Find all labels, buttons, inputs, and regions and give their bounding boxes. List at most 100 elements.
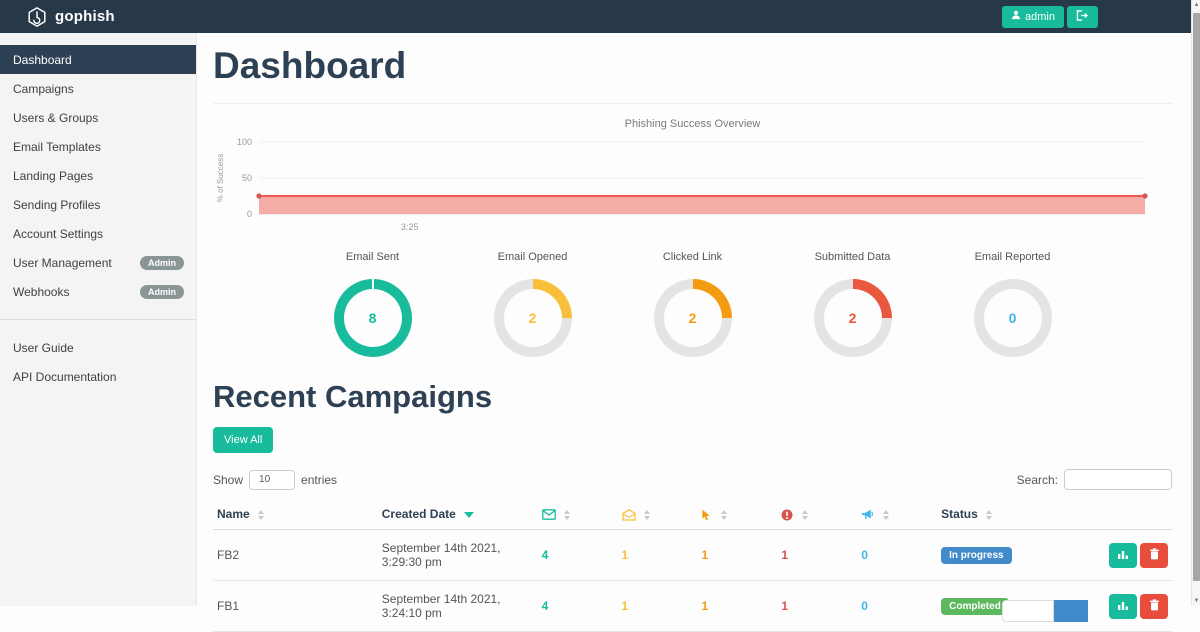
scrollbar-thumb[interactable] <box>1193 13 1200 581</box>
envelope-open-icon <box>621 508 636 521</box>
admin-badge: Admin <box>140 255 184 270</box>
phishing-success-chart: Phishing Success Overview 0 50 100 % of Suc… <box>213 118 1172 243</box>
sort-icon <box>563 509 570 520</box>
scrollbar-down-arrow[interactable]: ▼ <box>1193 598 1200 604</box>
recent-campaigns-title: Recent Campaigns <box>213 379 493 414</box>
svg-text:50: 50 <box>242 173 252 183</box>
column-header-created-date[interactable]: Created Date <box>377 500 538 530</box>
table-controls: Show 10 entries Search: <box>213 469 1172 490</box>
reported-count: 0 <box>857 529 938 581</box>
opened-count: 1 <box>617 529 698 581</box>
gophish-logo-icon <box>26 6 48 28</box>
brand[interactable]: gophish <box>26 6 115 28</box>
campaign-stats-button[interactable] <box>1109 542 1137 568</box>
campaign-created-date: September 14th 2021, 3:29:30 pm <box>377 529 538 581</box>
stat-submitted-data: Submitted Data 2 <box>773 251 933 357</box>
page-title: Dashboard <box>213 45 1172 104</box>
stat-email-opened: Email Opened 2 <box>453 251 613 357</box>
top-navbar: gophish admin <box>0 0 1200 33</box>
sidebar-item-label: User Management <box>13 255 112 270</box>
column-label: Name <box>217 507 250 521</box>
page-length-control: Show 10 entries <box>213 469 338 490</box>
stat-label: Email Opened <box>497 251 568 263</box>
opened-count: 1 <box>617 580 698 632</box>
page-size-select[interactable]: 10 <box>249 469 296 490</box>
delete-campaign-button[interactable] <box>1140 542 1168 568</box>
stat-value: 8 <box>368 310 377 326</box>
sidebar-item-label: Dashboard <box>13 52 72 67</box>
sent-count: 4 <box>537 529 618 581</box>
reported-count: 0 <box>857 580 938 632</box>
svg-text:0: 0 <box>247 209 252 219</box>
email-opened-donut: 2 <box>493 279 572 357</box>
sidebar-item-landing-pages[interactable]: Landing Pages <box>0 161 196 190</box>
stat-value: 2 <box>528 310 537 326</box>
column-header-reported[interactable] <box>857 500 938 530</box>
sidebar-item-user-guide[interactable]: User Guide <box>0 333 196 362</box>
envelope-icon <box>541 509 556 521</box>
bar-chart-icon <box>1117 599 1129 614</box>
navbar-actions: admin <box>1002 5 1098 28</box>
megaphone-icon <box>861 509 874 520</box>
sidebar-item-campaigns[interactable]: Campaigns <box>0 74 196 103</box>
status-badge: In progress <box>941 546 1012 564</box>
show-label: Show <box>213 472 244 487</box>
logout-button[interactable] <box>1067 5 1098 28</box>
sign-out-icon <box>1076 9 1089 24</box>
svg-text:3:25: 3:25 <box>401 222 419 232</box>
sidebar-item-users-groups[interactable]: Users & Groups <box>0 103 196 132</box>
sidebar-item-email-templates[interactable]: Email Templates <box>0 132 196 161</box>
vertical-scrollbar[interactable]: ▲ ▼ <box>1191 0 1200 606</box>
donut-hole: 2 <box>663 289 722 347</box>
sidebar-item-dashboard[interactable]: Dashboard <box>0 45 196 74</box>
sidebar-item-label: Account Settings <box>13 226 104 241</box>
sort-icon <box>801 509 808 520</box>
column-label: Status <box>941 507 978 521</box>
sort-icon <box>986 509 993 520</box>
sidebar-item-label: API Documentation <box>13 369 117 384</box>
entries-label: entries <box>301 472 338 487</box>
stat-email-reported: Email Reported 0 <box>933 251 1093 357</box>
scrollbar-up-arrow[interactable]: ▲ <box>1193 2 1200 8</box>
column-header-opened[interactable] <box>617 500 698 530</box>
donut-hole: 2 <box>823 289 882 347</box>
sidebar-item-api-documentation[interactable]: API Documentation <box>0 362 196 391</box>
campaigns-table: Name Created Date <box>213 500 1172 632</box>
admin-user-button[interactable]: admin <box>1002 5 1064 28</box>
stat-label: Email Sent <box>345 251 400 263</box>
main-content: Dashboard Phishing Success Overview 0 50 1… <box>197 33 1190 632</box>
sort-icon <box>720 509 727 520</box>
svg-text:% of Success: % of Success <box>216 154 225 202</box>
delete-campaign-button[interactable] <box>1140 593 1168 619</box>
cursor-icon <box>701 509 712 521</box>
sent-count: 4 <box>537 580 618 632</box>
column-header-sent[interactable] <box>537 500 618 530</box>
sort-desc-icon <box>464 511 475 518</box>
column-header-submitted[interactable] <box>777 500 858 530</box>
search-input[interactable] <box>1064 469 1172 490</box>
donut-hole: 8 <box>343 289 402 347</box>
column-label: Created Date <box>381 507 456 521</box>
sidebar-item-label: User Guide <box>13 340 74 355</box>
column-header-name[interactable]: Name <box>213 500 378 530</box>
sidebar-item-user-management[interactable]: User Management Admin <box>0 248 196 277</box>
campaign-stats-button[interactable] <box>1109 593 1137 619</box>
submitted-count: 1 <box>777 580 858 632</box>
email-sent-donut: 8 <box>333 279 412 357</box>
view-all-button[interactable]: View All <box>213 427 274 453</box>
submitted-count: 1 <box>777 529 858 581</box>
stat-label: Email Reported <box>974 251 1051 263</box>
search-label: Search: <box>1016 472 1058 487</box>
sidebar-item-webhooks[interactable]: Webhooks Admin <box>0 277 196 306</box>
column-header-clicked[interactable] <box>697 500 778 530</box>
sidebar-item-label: Users & Groups <box>13 110 99 125</box>
sidebar-item-sending-profiles[interactable]: Sending Profiles <box>0 190 196 219</box>
campaign-name: FB2 <box>213 529 378 581</box>
trash-icon <box>1149 547 1160 563</box>
column-header-status[interactable]: Status <box>937 500 1102 530</box>
stat-clicked-link: Clicked Link 2 <box>613 251 773 357</box>
user-icon <box>1011 10 1021 23</box>
donut-hole: 0 <box>983 289 1042 347</box>
sort-icon <box>882 509 889 520</box>
sidebar-item-account-settings[interactable]: Account Settings <box>0 219 196 248</box>
